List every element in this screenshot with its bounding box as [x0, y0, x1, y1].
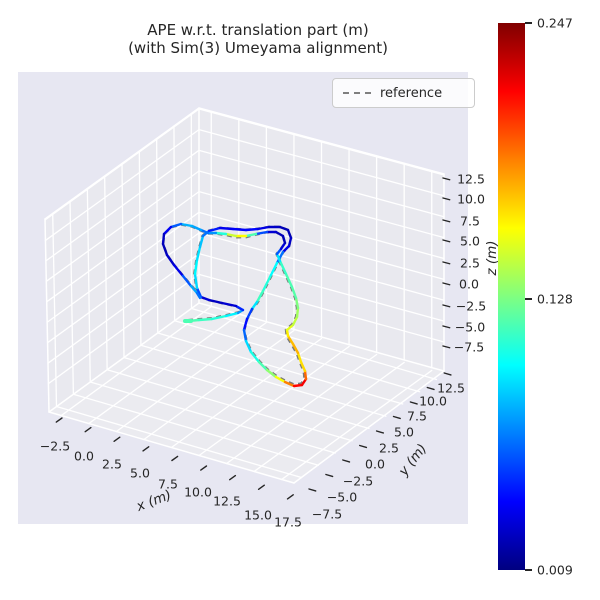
x-tick-label: 10.0	[184, 484, 212, 500]
x-tick-label: 5.0	[130, 465, 150, 481]
y-tick-label: −7.5	[311, 506, 343, 522]
legend-label: reference	[380, 85, 443, 101]
x-tick-label: 15.0	[244, 507, 272, 523]
colorbar-tick-label: 0.247	[537, 15, 573, 31]
colorbar-tick-mark	[525, 298, 532, 300]
x-tick-label: 0.0	[74, 448, 94, 464]
y-tick-label: 2.5	[379, 440, 399, 456]
z-tick-label: 7.5	[460, 213, 480, 229]
z-tick-label: −2.5	[455, 298, 487, 314]
colorbar-tick-mark	[525, 22, 532, 24]
plot-title: APE w.r.t. translation part (m) (with Si…	[128, 21, 388, 57]
z-tick-label: 2.5	[460, 255, 480, 271]
z-tick-label: 10.0	[457, 191, 485, 207]
reference-dash-icon	[343, 92, 371, 94]
colorbar-tick-label: 0.128	[537, 291, 573, 307]
y-tick-label: 7.5	[407, 408, 427, 424]
x-tick-label: 12.5	[213, 493, 241, 509]
colorbar-tick-mark	[525, 569, 532, 571]
x-tick-label: 2.5	[102, 456, 122, 472]
plot-title-line1: APE w.r.t. translation part (m)	[147, 21, 369, 39]
x-tick-label: 7.5	[158, 476, 178, 492]
z-tick-label: −5.0	[454, 319, 486, 335]
colorbar-tick-label: 0.009	[537, 562, 573, 578]
z-tick-label: 0.0	[459, 276, 479, 292]
legend: reference	[332, 78, 475, 108]
colorbar	[498, 23, 525, 570]
z-tick-label: −7.5	[453, 339, 485, 355]
z-tick-label: 5.0	[460, 233, 480, 249]
z-tick-label: 12.5	[457, 171, 485, 187]
x-tick-label: 17.5	[274, 514, 302, 530]
y-tick-label: 5.0	[394, 424, 414, 440]
y-tick-label: −5.0	[326, 489, 358, 505]
y-tick-label: −2.5	[342, 473, 374, 489]
y-tick-label: 0.0	[365, 456, 385, 472]
x-tick-label: −2.5	[39, 438, 71, 454]
y-tick-label: 10.0	[419, 393, 447, 409]
y-tick-label: 12.5	[437, 380, 465, 396]
plot-title-line2: (with Sim(3) Umeyama alignment)	[128, 39, 388, 57]
